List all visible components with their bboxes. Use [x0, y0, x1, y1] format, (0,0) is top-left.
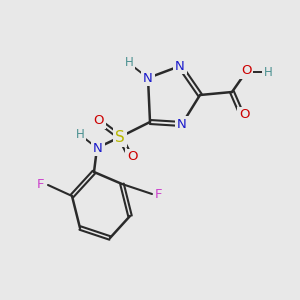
Text: F: F	[155, 188, 163, 200]
Text: H: H	[124, 56, 134, 70]
Text: O: O	[239, 109, 249, 122]
Text: O: O	[241, 64, 251, 77]
Text: N: N	[143, 71, 153, 85]
Text: N: N	[177, 118, 187, 130]
Text: H: H	[264, 65, 272, 79]
Text: S: S	[115, 130, 125, 145]
Text: O: O	[94, 115, 104, 128]
Text: O: O	[127, 151, 137, 164]
Text: H: H	[76, 128, 84, 142]
Text: N: N	[175, 59, 185, 73]
Text: N: N	[93, 142, 103, 154]
Text: F: F	[37, 178, 45, 191]
